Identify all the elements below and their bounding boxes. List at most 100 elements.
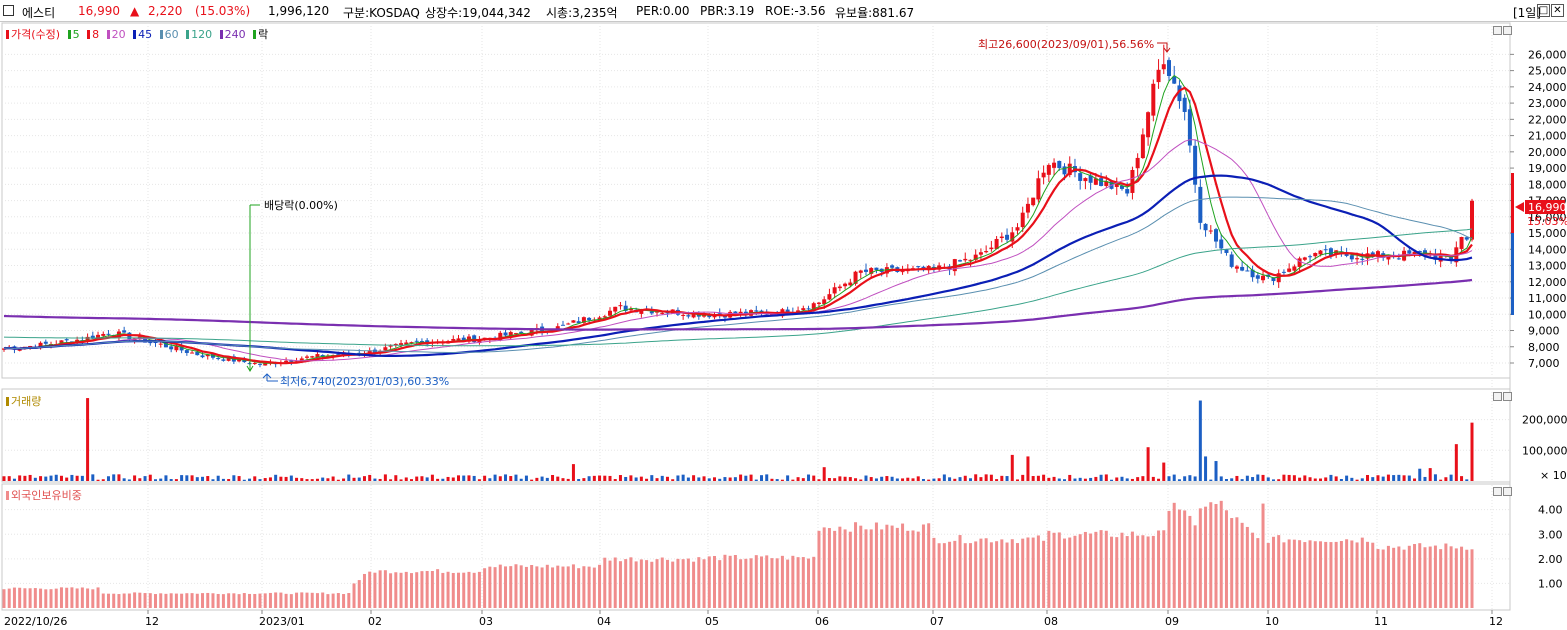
- legend-rak[interactable]: 락: [253, 28, 268, 41]
- foreign-bar: [441, 572, 445, 608]
- close-icon[interactable]: ✕: [1551, 4, 1564, 17]
- foreign-bar: [216, 593, 220, 608]
- foreign-panel-close-icon[interactable]: [1503, 487, 1512, 496]
- volume-bar: [451, 477, 455, 481]
- volume-bar: [357, 477, 361, 481]
- x-tick-label: 2023/01: [259, 615, 305, 628]
- volume-bar: [697, 477, 701, 481]
- legend-price[interactable]: 가격(수정): [6, 28, 60, 41]
- candle: [1177, 85, 1182, 102]
- candle: [1031, 197, 1036, 206]
- volume-bar: [190, 475, 194, 481]
- volume-bar: [1454, 444, 1458, 481]
- volume-bar: [420, 476, 424, 481]
- legend-ma45[interactable]: 45: [133, 28, 152, 41]
- dividend-annotation: 배당락(0.00%): [246, 199, 338, 372]
- volume-bar: [921, 478, 925, 481]
- foreign-bar: [138, 592, 142, 608]
- candle: [179, 346, 184, 351]
- candle: [148, 342, 153, 344]
- candle: [649, 311, 654, 314]
- foreign-bar: [1334, 541, 1338, 608]
- foreign-bar: [1198, 508, 1202, 608]
- price-panel-close-icon[interactable]: [1503, 26, 1512, 35]
- volume-bar: [1277, 479, 1281, 481]
- volume-bar: [263, 478, 267, 481]
- foreign-bar: [336, 593, 340, 608]
- candle: [1151, 83, 1156, 116]
- volume-legend-label[interactable]: 거래량: [11, 395, 42, 408]
- volume-bar: [895, 478, 899, 481]
- foreign-bar: [1235, 517, 1239, 608]
- select-checkbox[interactable]: [3, 5, 14, 16]
- volume-bar: [362, 476, 366, 481]
- foreign-bar: [718, 560, 722, 608]
- legend-ma20[interactable]: 20: [106, 28, 126, 41]
- foreign-bar: [436, 569, 440, 608]
- foreign-bar: [462, 572, 466, 608]
- foreign-bar: [801, 557, 805, 608]
- volume-bar: [592, 475, 596, 481]
- volume-bar: [702, 476, 706, 481]
- candle: [263, 362, 268, 366]
- foreign-bar: [33, 588, 37, 608]
- ma-20-line: [3, 139, 1473, 362]
- legend-ma60[interactable]: 60: [159, 28, 179, 41]
- foreign-bar: [1449, 546, 1453, 608]
- legend-ma8[interactable]: 8: [87, 28, 99, 41]
- listed-shares: 상장수:19,044,342: [425, 6, 531, 20]
- last-pct-label: 15.03%: [1527, 215, 1567, 228]
- foreign-bar: [535, 566, 539, 608]
- price-panel-minimize-icon[interactable]: [1493, 26, 1502, 35]
- candle: [96, 334, 101, 339]
- foreign-bar: [289, 594, 293, 608]
- low-label: 최저6,740(2023/01/03),60.33%: [280, 375, 449, 388]
- foreign-bar: [1339, 541, 1343, 608]
- foreign-bar: [880, 529, 884, 608]
- roe-value: ROE:-3.56: [765, 4, 826, 18]
- foreign-panel-minimize-icon[interactable]: [1493, 487, 1502, 496]
- foreign-bar: [775, 558, 779, 608]
- candle: [1292, 266, 1297, 271]
- foreign-bar: [671, 561, 675, 608]
- foreign-bar: [1219, 500, 1223, 608]
- foreign-legend-label[interactable]: 외국인보유비중: [11, 489, 82, 502]
- volume-panel-minimize-icon[interactable]: [1493, 392, 1502, 401]
- foreign-bar: [1172, 502, 1176, 608]
- candle: [989, 247, 994, 250]
- volume-bar: [801, 478, 805, 481]
- volume-panel-close-icon[interactable]: [1503, 392, 1512, 401]
- foreign-bar: [1318, 541, 1322, 608]
- foreign-bar: [1021, 538, 1025, 608]
- x-tick-label: 07: [930, 615, 944, 628]
- volume-bar: [1214, 461, 1218, 481]
- restore-icon[interactable]: □: [1537, 4, 1550, 17]
- volume-bar: [744, 475, 748, 481]
- legend-ma5[interactable]: 5: [67, 28, 80, 41]
- legend-ma120[interactable]: 120: [186, 28, 212, 41]
- foreign-bar: [378, 570, 382, 608]
- volume-bar: [274, 474, 278, 481]
- candle: [1146, 112, 1151, 138]
- volume-bar: [86, 398, 90, 481]
- foreign-bar: [744, 558, 748, 608]
- candle: [1323, 249, 1328, 251]
- volume-bar: [812, 475, 816, 481]
- volume-bar: [524, 475, 528, 481]
- legend-ma240[interactable]: 240: [219, 28, 246, 41]
- volume-bar: [874, 478, 878, 481]
- candle: [1041, 172, 1046, 178]
- x-tick-label: 12: [145, 615, 159, 628]
- foreign-y-tick: 1.00: [1538, 577, 1563, 590]
- dividend-pointer: [249, 204, 260, 370]
- foreign-bar: [1240, 522, 1244, 608]
- foreign-bar: [1355, 542, 1359, 608]
- foreign-bar: [937, 543, 941, 608]
- period-selector[interactable]: [1일]: [1512, 6, 1541, 20]
- candle: [1161, 64, 1166, 70]
- ma-120-line: [3, 228, 1473, 347]
- foreign-bar: [608, 560, 612, 608]
- foreign-bar: [28, 588, 32, 608]
- volume-bar: [457, 475, 461, 481]
